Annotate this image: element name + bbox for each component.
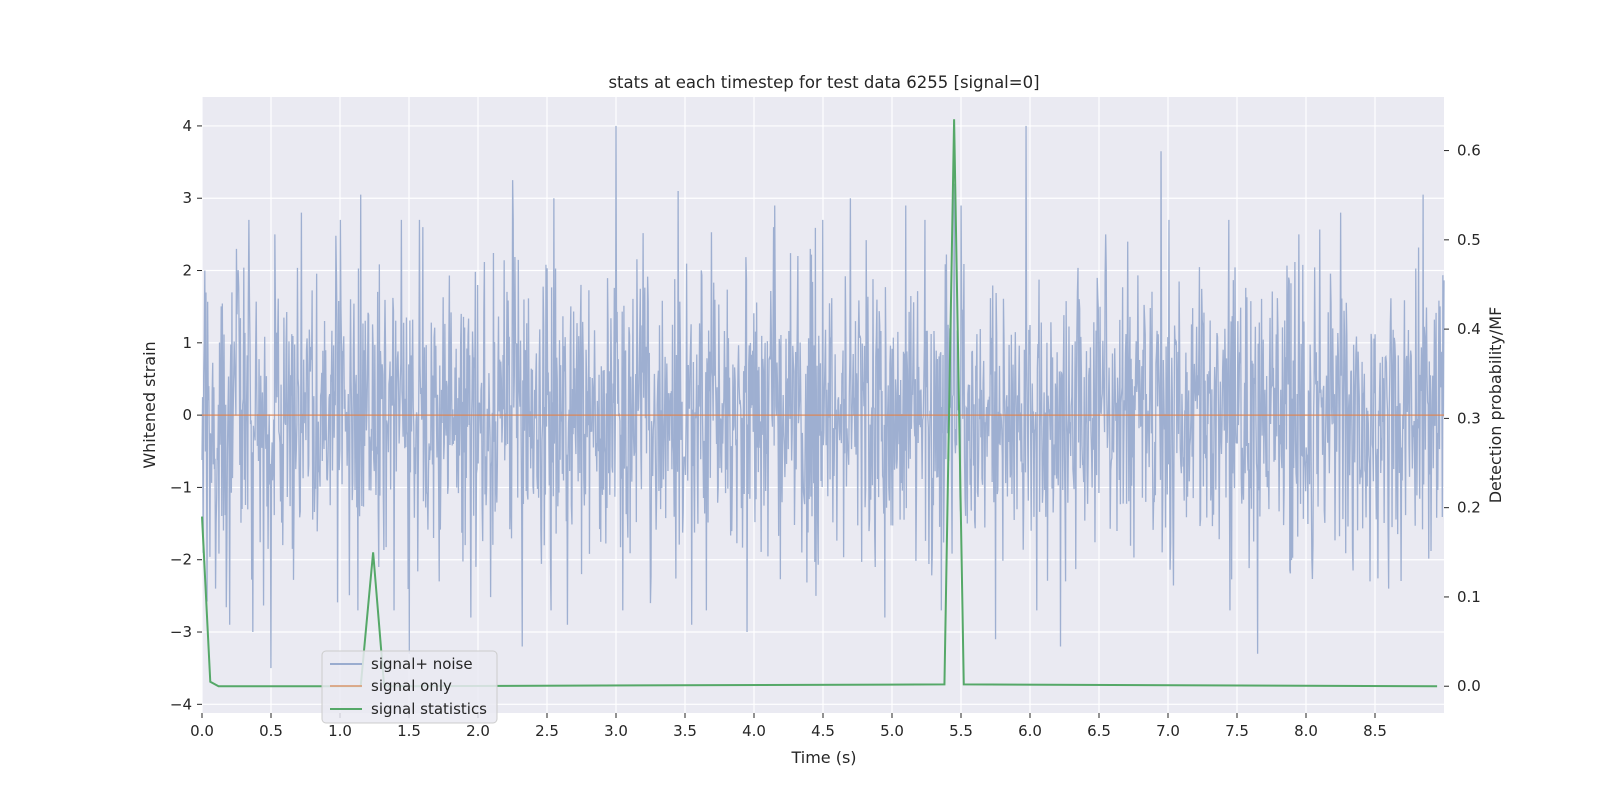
x-axis-ticks: 0.0 0.5 1.0 1.5 2.0 2.5 3.0 3.5 4.0 4.5 5.0 5.5 6.0 6… [190,713,1387,740]
y2-tick-label: 0.5 [1457,231,1481,249]
x-tick-label: 6.5 [1087,722,1111,740]
y-tick-label: −4 [170,695,192,713]
y-tick-label: −2 [170,551,192,569]
series-line-signal-statistics [201,119,1438,688]
x-tick-label: 4.5 [811,722,835,740]
legend-label-signal-noise: signal+ noise [371,655,473,673]
x-tick-label: 7.5 [1225,722,1249,740]
y2-tick-label: 0.0 [1457,677,1481,695]
x-tick-label: 4.0 [742,722,766,740]
x-tick-label: 7.0 [1156,722,1180,740]
legend-label-signal-only: signal only [371,677,452,695]
x-tick-label: 2.5 [535,722,559,740]
y-tick-label: −3 [170,623,192,641]
x-tick-label: 8.0 [1294,722,1318,740]
y2-tick-label: 0.4 [1457,320,1481,338]
x-tick-label: 5.0 [880,722,904,740]
legend-box [321,650,498,724]
x-tick-label: 8.5 [1363,722,1387,740]
y-tick-label: 2 [182,262,192,280]
x-tick-label: 0.0 [190,722,214,740]
x-tick-label: 1.5 [397,722,421,740]
x-tick-label: 6.0 [1018,722,1042,740]
y2-tick-label: 0.2 [1457,499,1481,517]
x-tick-label: 2.0 [466,722,490,740]
x-tick-label: 1.0 [328,722,352,740]
y-axis-label: Whitened strain [140,341,159,468]
series-signal-noise [201,125,1445,669]
x-tick-label: 3.0 [604,722,628,740]
x-tick-label: 0.5 [259,722,283,740]
x-axis-label: Time (s) [790,748,856,767]
series-line-signal-noise [201,125,1445,669]
legend: signal+ noise signal only signal statist… [321,650,498,724]
y-tick-label: 1 [182,334,192,352]
y2-axis-ticks: 0.6 0.5 0.4 0.3 0.2 0.1 0.0 [1444,142,1481,695]
y2-tick-label: 0.3 [1457,409,1481,427]
legend-label-signal-statistics: signal statistics [371,700,487,718]
y-tick-label: 0 [182,406,192,424]
y2-tick-label: 0.1 [1457,588,1481,606]
x-tick-label: 3.5 [673,722,697,740]
chart-title: stats at each timestep for test data 625… [608,73,1039,92]
y2-axis-label: Detection probability/MF [1486,307,1505,504]
y-tick-label: −1 [170,478,192,496]
y-tick-label: 3 [182,189,192,207]
y-axis-ticks: 4 3 2 1 0 −1 −2 −3 −4 [170,117,202,713]
series-signal-statistics [201,119,1438,688]
y2-tick-label: 0.6 [1457,142,1481,160]
y-tick-label: 4 [182,117,192,135]
x-tick-label: 5.5 [949,722,973,740]
